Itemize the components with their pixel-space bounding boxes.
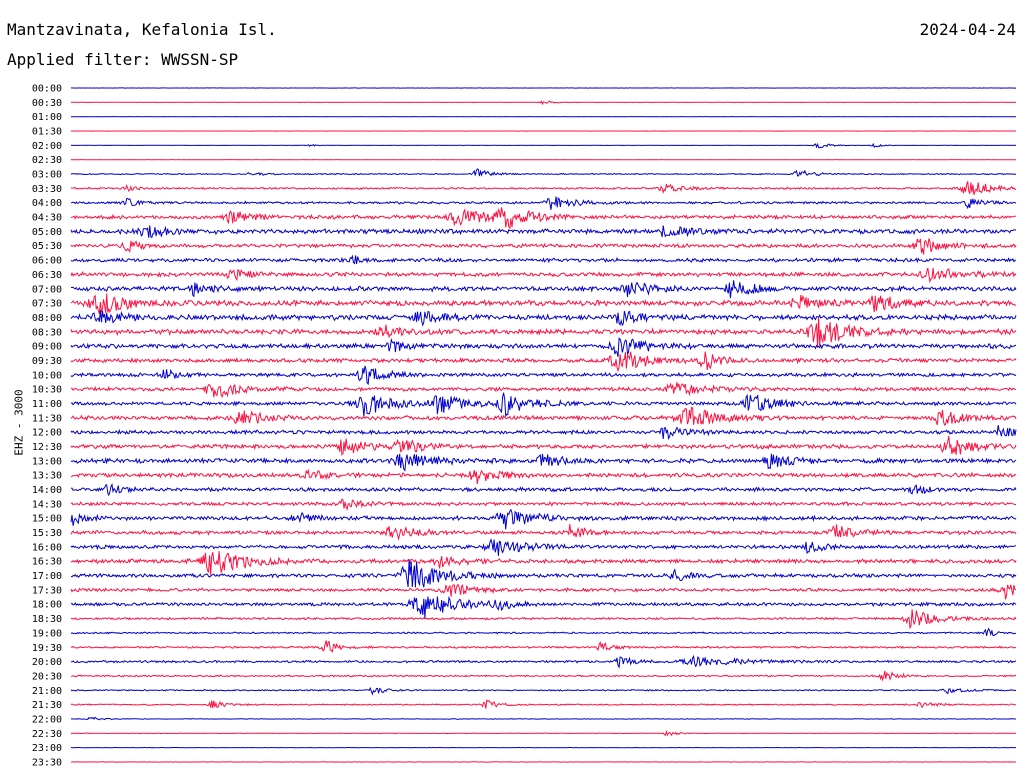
trace-1230 <box>70 435 1017 456</box>
time-tick-label: 05:30 <box>32 241 62 252</box>
trace-0300 <box>70 168 1017 177</box>
trace-0500 <box>70 225 1017 239</box>
trace-1800 <box>70 595 1017 619</box>
trace-1700 <box>70 559 1017 588</box>
time-tick-label: 05:00 <box>32 227 62 238</box>
trace-1930 <box>70 640 1017 653</box>
time-tick-label: 21:00 <box>32 686 62 697</box>
trace-0400 <box>70 196 1017 210</box>
trace-0600 <box>70 254 1017 265</box>
trace-0430 <box>70 207 1017 230</box>
trace-0630 <box>70 267 1017 284</box>
time-tick-label: 20:30 <box>32 671 62 682</box>
time-tick-label: 18:30 <box>32 614 62 625</box>
time-tick-label: 19:30 <box>32 643 62 654</box>
trace-0930 <box>70 351 1017 373</box>
time-tick-label: 06:30 <box>32 270 62 281</box>
time-tick-label: 07:00 <box>32 284 62 295</box>
trace-0900 <box>70 337 1017 357</box>
trace-0330 <box>70 181 1017 196</box>
time-tick-label: 15:00 <box>32 514 62 525</box>
trace-2130 <box>70 699 1017 709</box>
trace-1200 <box>70 425 1017 441</box>
time-tick-label: 08:00 <box>32 313 62 324</box>
time-tick-label: 07:30 <box>32 299 62 310</box>
time-tick-label: 21:30 <box>32 700 62 711</box>
trace-1630 <box>70 551 1017 576</box>
time-tick-label: 06:00 <box>32 256 62 267</box>
time-tick-label: 13:00 <box>32 456 62 467</box>
time-tick-label: 00:30 <box>32 98 62 109</box>
trace-0830 <box>70 317 1017 348</box>
filter-label: Applied filter: WWSSN-SP <box>7 50 239 69</box>
trace-1330 <box>71 468 1017 485</box>
trace-1130 <box>70 406 1017 426</box>
trace-2200 <box>70 716 1016 721</box>
trace-0730 <box>70 293 1017 314</box>
time-tick-label: 09:30 <box>32 356 62 367</box>
trace-0800 <box>70 309 1017 327</box>
date-label: 2024-04-24 <box>919 20 1016 39</box>
time-tick-label: 01:30 <box>32 127 62 138</box>
time-tick-label: 04:30 <box>32 213 62 224</box>
time-tick-label: 00:00 <box>32 84 62 95</box>
time-tick-label: 17:00 <box>32 571 62 582</box>
time-tick-label: 19:00 <box>32 628 62 639</box>
trace-1900 <box>70 627 1016 637</box>
trace-2000 <box>70 654 1017 669</box>
time-tick-label: 22:00 <box>32 714 62 725</box>
trace-2030 <box>70 670 1017 682</box>
time-tick-label: 17:30 <box>32 585 62 596</box>
trace-1730 <box>70 584 1016 600</box>
time-tick-label: 03:30 <box>32 184 62 195</box>
time-tick-label: 11:30 <box>32 413 62 424</box>
time-tick-label: 16:30 <box>32 557 62 568</box>
trace-1830 <box>70 609 1017 630</box>
station-title: Mantzavinata, Kefalonia Isl. <box>7 20 277 39</box>
time-tick-label: 16:00 <box>32 542 62 553</box>
trace-0700 <box>70 280 1017 299</box>
time-tick-label: 15:30 <box>32 528 62 539</box>
time-tick-label: 23:30 <box>32 757 62 768</box>
trace-2100 <box>70 686 1017 696</box>
time-tick-label: 12:30 <box>32 442 62 453</box>
time-tick-label: 09:00 <box>32 342 62 353</box>
time-tick-label: 04:00 <box>32 198 62 209</box>
trace-1400 <box>70 482 1017 497</box>
trace-1430 <box>70 498 1016 511</box>
time-tick-label: 02:30 <box>32 155 62 166</box>
time-tick-label: 18:00 <box>32 600 62 611</box>
trace-1030 <box>70 382 1017 399</box>
time-tick-label: 12:00 <box>32 428 62 439</box>
time-tick-label: 10:00 <box>32 370 62 381</box>
time-tick-label: 10:30 <box>32 385 62 396</box>
trace-2230 <box>70 729 1017 737</box>
time-tick-label: 14:30 <box>32 499 62 510</box>
trace-1500 <box>70 508 1017 530</box>
trace-0200 <box>70 142 1017 149</box>
trace-0530 <box>70 238 1017 255</box>
time-tick-label: 03:00 <box>32 170 62 181</box>
time-tick-label: 11:00 <box>32 399 62 410</box>
trace-1600 <box>70 538 1017 557</box>
time-tick-label: 14:00 <box>32 485 62 496</box>
trace-1530 <box>70 524 1017 541</box>
time-tick-label: 22:30 <box>32 729 62 740</box>
time-tick-label: 23:00 <box>32 743 62 754</box>
time-tick-label: 20:00 <box>32 657 62 668</box>
time-tick-label: 08:30 <box>32 327 62 338</box>
trace-1000 <box>70 365 1017 386</box>
trace-1300 <box>70 453 1017 472</box>
time-tick-label: 01:00 <box>32 112 62 123</box>
time-tick-label: 02:00 <box>32 141 62 152</box>
time-tick-label: 13:30 <box>32 471 62 482</box>
trace-0030 <box>71 100 1016 106</box>
trace-1100 <box>70 392 1017 418</box>
